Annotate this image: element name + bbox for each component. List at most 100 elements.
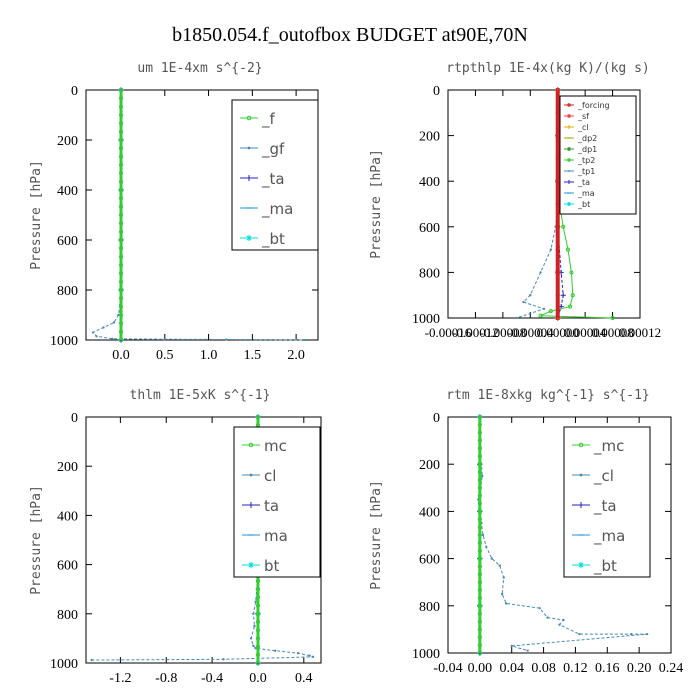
data-point <box>118 337 124 343</box>
x-tick-label: 2.0 <box>287 348 305 363</box>
data-point <box>477 572 482 577</box>
chart-panel-3: thlm 1E-5xK s^{-1} Pressure [hPa] 0 200 400 6… <box>29 388 322 686</box>
data-point <box>252 612 255 615</box>
legend-label: _cl <box>577 123 589 132</box>
data-point <box>477 454 482 459</box>
data-point <box>118 229 124 234</box>
legend-label: ma <box>264 527 288 545</box>
legend-marker <box>567 125 571 129</box>
data-point <box>490 557 493 560</box>
data-point <box>538 606 541 610</box>
data-point <box>477 540 482 545</box>
legend-box <box>559 95 637 215</box>
legend-marker <box>247 146 251 150</box>
data-point <box>562 618 565 622</box>
y-axis-label: Pressure [hPa] <box>29 160 44 270</box>
data-point <box>254 600 257 603</box>
data-point <box>485 545 488 548</box>
data-point <box>112 321 116 324</box>
y-tick-label: 400 <box>419 175 440 190</box>
legend-label: _mc <box>593 437 624 456</box>
data-point <box>102 326 105 329</box>
legend-entry: _sf <box>564 112 589 121</box>
legend-marker <box>567 180 571 184</box>
data-point <box>477 438 482 443</box>
data-point <box>558 623 561 626</box>
data-point <box>477 477 482 483</box>
legend-entry: _tp1 <box>564 167 595 176</box>
data-point <box>118 104 124 109</box>
y-tick-label: 600 <box>419 221 440 236</box>
data-point <box>555 293 560 298</box>
legend-marker <box>578 562 584 568</box>
legend-entry: _cl <box>572 467 614 486</box>
data-point <box>477 580 482 585</box>
data-point <box>118 329 124 334</box>
chart-panel-1: um 1E-4xm s^{-2} Pressure [hPa] 0 200 400 600… <box>29 61 319 363</box>
data-point <box>477 595 482 601</box>
legend-marker <box>248 442 254 448</box>
data-point <box>118 179 124 184</box>
data-point <box>477 619 482 624</box>
data-point <box>477 525 482 530</box>
legend-box <box>233 426 321 578</box>
data-point <box>118 296 124 301</box>
data-point <box>111 337 114 340</box>
y-tick-label: 1000 <box>412 647 440 662</box>
y-tick-label: 1000 <box>50 334 78 349</box>
x-tick-label: 0.4 <box>295 671 313 686</box>
legend-label: _ta <box>261 170 285 189</box>
data-point <box>578 632 581 636</box>
x-tick-label: 0.08 <box>531 661 556 676</box>
data-point <box>548 309 553 314</box>
legend-entry: cl <box>242 467 276 485</box>
x-tick-label: 0.0 <box>249 671 267 686</box>
x-tick-label: -0.4 <box>201 671 223 686</box>
data-point <box>561 224 566 229</box>
legend-entry: _gf <box>240 140 285 159</box>
data-point <box>526 649 529 652</box>
legend-label: _bt <box>261 230 285 249</box>
legend-label: _cl <box>593 467 614 486</box>
data-point <box>117 313 120 317</box>
data-point <box>502 576 505 579</box>
legend-label: _tp2 <box>577 156 595 165</box>
data-point <box>224 338 228 341</box>
plot-frame <box>447 416 672 654</box>
data-point <box>255 414 261 420</box>
legend-entry: _forcing <box>564 101 610 110</box>
data-point <box>555 224 560 229</box>
data-point <box>311 655 315 659</box>
y-axis-label: Pressure [hPa] <box>369 149 384 259</box>
data-point <box>570 293 575 298</box>
data-point <box>273 649 277 652</box>
x-tick-label: 0.00004 <box>564 325 607 340</box>
legend-entry: _f <box>240 110 276 129</box>
legend-entry: bt <box>242 557 280 575</box>
data-point <box>610 315 615 321</box>
legend-marker <box>579 473 583 477</box>
legend-label: _ta <box>593 497 617 516</box>
data-point <box>118 129 124 134</box>
data-point <box>255 595 261 600</box>
y-tick-label: 200 <box>419 458 440 473</box>
data-point <box>118 246 124 251</box>
data-point <box>118 146 124 151</box>
data-point <box>477 446 482 451</box>
legend-label: _bt <box>593 557 617 576</box>
data-point <box>255 636 261 641</box>
data-point <box>118 137 124 143</box>
x-tick-label: 0.20 <box>627 661 652 676</box>
panel-title: um 1E-4xm s^{-2} <box>137 61 262 76</box>
data-point <box>118 312 124 318</box>
legend-label: _forcing <box>577 101 610 110</box>
x-tick-label: -0.8 <box>155 671 177 686</box>
data-point <box>645 632 649 636</box>
data-point <box>567 304 573 309</box>
data-point <box>118 162 124 168</box>
data-point <box>303 338 307 342</box>
data-point <box>255 587 261 592</box>
series-f <box>118 87 124 343</box>
legend-marker <box>567 202 571 206</box>
data-point <box>222 658 225 661</box>
